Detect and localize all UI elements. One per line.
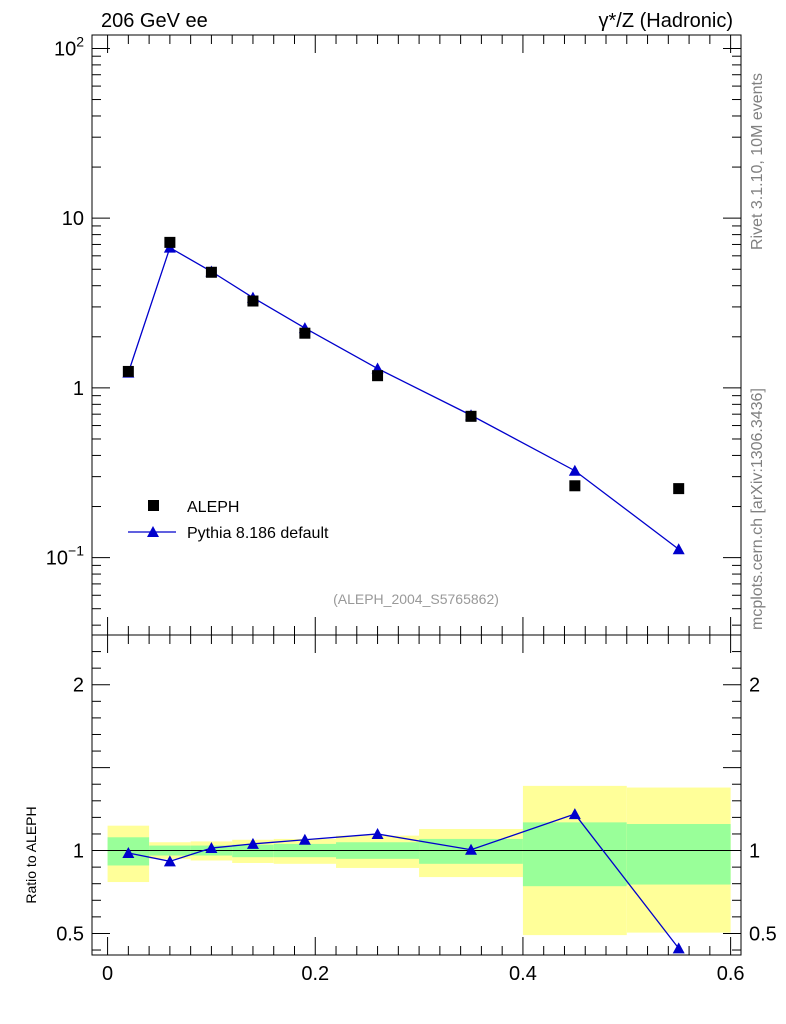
ratio-mc-point [672, 942, 685, 954]
main-axes: 102 10 1 10−1 [46, 33, 742, 636]
main-ytick-label: 10−1 [46, 543, 84, 570]
data-point [247, 295, 259, 307]
data-point [164, 236, 176, 248]
legend-marker-aleph [148, 500, 159, 511]
mc-point [672, 543, 685, 555]
ratio-series [122, 808, 685, 954]
main-ytick-label: 102 [54, 33, 84, 60]
ratio-bands [107, 785, 731, 936]
legend-label-aleph: ALEPH [187, 499, 239, 516]
data-point [465, 410, 477, 422]
ratio-mc-point [371, 827, 384, 839]
ratio-xtick-label: 0.6 [717, 963, 745, 985]
legend-marker-mc [147, 526, 159, 537]
analysis-tag: (ALEPH_2004_S5765862) [333, 591, 499, 607]
ratio-mc-point [246, 837, 259, 849]
ratio-xtick-label: 0 [102, 963, 113, 985]
ratio-frame [91, 634, 742, 956]
side-text-top: Rivet 3.1.10, 10M events [749, 73, 766, 250]
ratio-xtick-label: 0.4 [509, 963, 537, 985]
main-ytick-label: 10 [62, 208, 84, 230]
data-point [673, 483, 685, 495]
ratio-axes: 0.5 0.5 1 1 2 2 0 0.2 0.4 0.6 [56, 634, 777, 985]
main-frame [91, 34, 742, 636]
band-inner [522, 822, 627, 887]
ratio-ytick-label-right: 2 [749, 675, 760, 697]
ratio-mc-point [568, 808, 581, 820]
side-text-bottom: mcplots.cern.ch [arXiv:1306.3436] [749, 388, 766, 630]
data-point [122, 365, 134, 377]
ratio-ytick-label-left: 1 [73, 841, 84, 863]
ratio-xtick-label: 0.2 [301, 963, 329, 985]
ratio-mc-point [122, 847, 135, 859]
ratio-ytick-label-left: 2 [73, 675, 84, 697]
ratio-mc-point [163, 855, 176, 867]
data-point [569, 480, 581, 492]
main-ytick-label: 1 [73, 378, 84, 400]
ratio-ytick-label-right: 0.5 [749, 923, 777, 945]
main-series [122, 236, 685, 555]
legend-label-mc: Pythia 8.186 default [187, 525, 329, 542]
ratio-mc-point [465, 843, 478, 855]
title-right: γ*/Z (Hadronic) [599, 10, 733, 32]
data-point [299, 327, 311, 339]
title-left: 206 GeV ee [101, 10, 208, 32]
ratio-ytick-label-right: 1 [749, 841, 760, 863]
mc-point [568, 464, 581, 476]
ratio-ylabel: Ratio to ALEPH [23, 806, 39, 903]
ratio-mc-point [205, 842, 218, 854]
data-point [205, 266, 217, 278]
ratio-mc-point [298, 833, 311, 845]
legend: ALEPH Pythia 8.186 default [128, 499, 329, 542]
data-point [372, 370, 384, 382]
ratio-ytick-label-left: 0.5 [56, 923, 84, 945]
band-inner [626, 824, 731, 885]
